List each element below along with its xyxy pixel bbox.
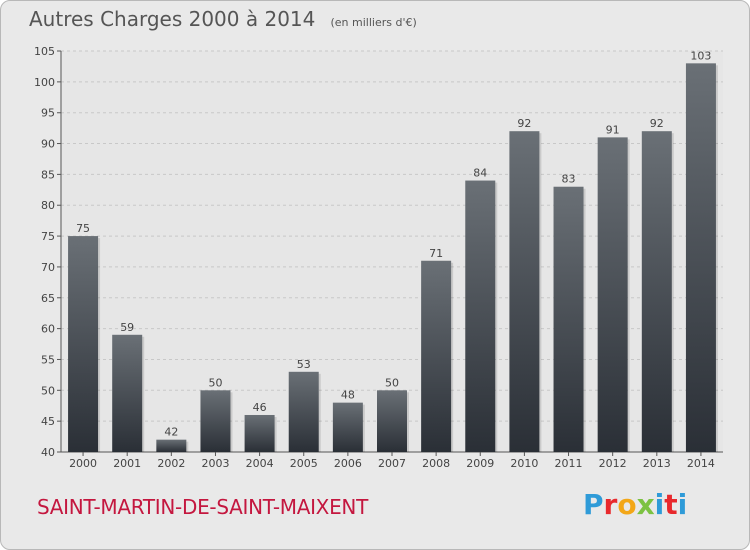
data-label: 59 (120, 321, 134, 334)
x-tick-label: 2009 (466, 457, 494, 470)
bar-2012 (597, 137, 628, 452)
x-tick-label: 2011 (555, 457, 583, 470)
y-tick-label: 40 (41, 446, 55, 459)
bar-2001 (112, 334, 143, 452)
y-tick-label: 90 (41, 138, 55, 151)
x-tick-label: 2000 (69, 457, 97, 470)
data-label: 84 (473, 167, 487, 180)
y-tick-label: 60 (41, 323, 55, 336)
bar-2002 (156, 439, 187, 452)
x-tick-label: 2007 (378, 457, 406, 470)
data-label: 50 (385, 376, 399, 389)
logo-letter: o (617, 488, 637, 521)
x-tick-label: 2006 (334, 457, 362, 470)
x-tick-label: 2003 (201, 457, 229, 470)
chart-title: Autres Charges 2000 à 2014 (29, 7, 316, 31)
x-tick-label: 2001 (113, 457, 141, 470)
bar-2000 (68, 236, 99, 452)
bar-2005 (288, 371, 319, 452)
y-tick-label: 45 (41, 415, 55, 428)
data-label: 103 (690, 49, 711, 62)
bar-2003 (200, 390, 231, 452)
labels: 40 45 50 55 60 65 70 75 80 85 90 95 100 105 2000 75 2001… (34, 45, 715, 470)
y-tick-label: 80 (41, 199, 55, 212)
x-tick-label: 2004 (246, 457, 274, 470)
proxiti-logo: Proxiti (583, 488, 687, 521)
bar-2013 (641, 131, 672, 452)
x-tick-label: 2002 (157, 457, 185, 470)
data-label: 92 (650, 117, 664, 130)
chart-subtitle: (en milliers d'€) (330, 16, 417, 29)
bar-2007 (377, 390, 407, 452)
chart-title-line: Autres Charges 2000 à 2014 (en milliers … (29, 7, 417, 31)
logo-letter: i (654, 488, 665, 521)
bars (68, 63, 718, 453)
logo-letter: r (603, 488, 618, 521)
logo-letter: t (664, 488, 678, 521)
y-tick-label: 55 (41, 353, 55, 366)
x-tick-label: 2005 (290, 457, 318, 470)
data-label: 83 (562, 173, 576, 186)
x-tick-label: 2012 (599, 457, 627, 470)
bar-2006 (332, 402, 363, 452)
logo-letter: P (583, 488, 604, 521)
place-name: SAINT-MARTIN-DE-SAINT-MAIXENT (37, 495, 368, 519)
data-label: 53 (297, 358, 311, 371)
y-tick-label: 100 (34, 76, 55, 89)
data-label: 50 (208, 376, 222, 389)
data-label: 71 (429, 247, 443, 260)
y-tick-label: 70 (41, 261, 55, 274)
bar-2004 (244, 414, 275, 452)
logo-letter: i (677, 488, 688, 521)
y-tick-label: 85 (41, 168, 55, 181)
bar-2011 (553, 186, 584, 452)
data-label: 42 (164, 426, 178, 439)
bar-2009 (465, 180, 496, 453)
data-label: 92 (517, 117, 531, 130)
x-tick-label: 2014 (687, 457, 715, 470)
bar-2014 (685, 63, 716, 452)
bar-2010 (509, 131, 540, 452)
x-tick-label: 2013 (643, 457, 671, 470)
y-tick-label: 65 (41, 292, 55, 305)
y-tick-label: 105 (34, 45, 55, 58)
logo-letter: x (636, 488, 655, 521)
data-label: 91 (606, 123, 620, 136)
x-tick-label: 2008 (422, 457, 450, 470)
y-tick-label: 95 (41, 107, 55, 120)
x-tick-label: 2010 (510, 457, 538, 470)
data-label: 75 (76, 222, 90, 235)
data-label: 48 (341, 389, 355, 402)
y-tick-label: 50 (41, 384, 55, 397)
bar-2008 (421, 260, 452, 452)
data-label: 46 (253, 401, 267, 414)
y-tick-label: 75 (41, 230, 55, 243)
